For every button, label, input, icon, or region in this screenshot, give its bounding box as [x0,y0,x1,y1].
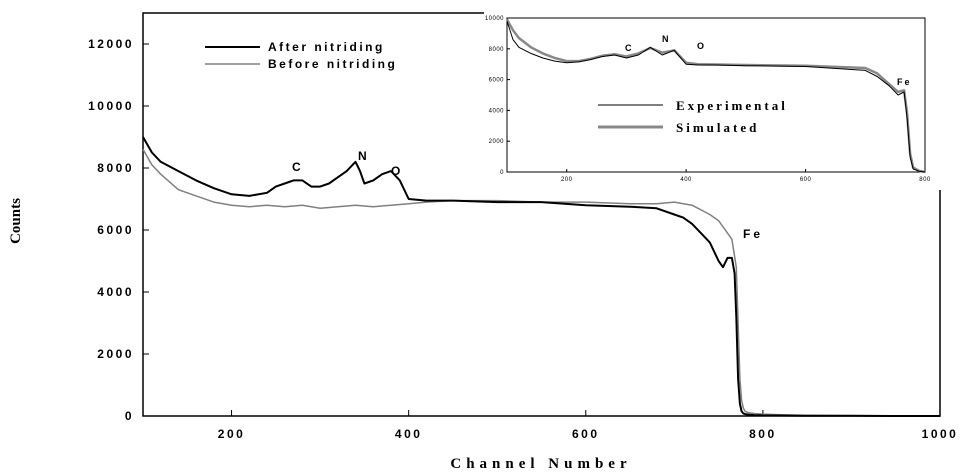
inset-x-tick-label: 200 [561,177,573,183]
inset-peak-label-o: O [697,41,704,51]
main-y-tick-label: 0 [125,409,134,423]
main-series-group [142,136,941,417]
peak-label-fe: Fe [743,227,763,241]
inset-series-line-experimental [506,20,926,173]
inset-x-tick-label: 400 [680,177,692,183]
inset-x-tick-label: 600 [800,177,812,183]
inset-series-group [505,18,926,174]
main-x-tick-label: 1000 [922,427,959,441]
inset-background [484,4,954,190]
main-y-tick-label: 6000 [97,223,134,237]
inset-peak-label-fe: Fe [897,77,912,87]
main-y-tick-label: 2000 [97,347,134,361]
peak-label-c: C [292,160,301,174]
main-x-tick-label: 200 [218,427,246,441]
inset-y-tick-label: 2000 [489,139,505,145]
peak-label-o: O [391,164,400,178]
main-x-tick-label: 800 [749,427,777,441]
legend-label-before: Before nitriding [268,57,397,71]
legend-label-after: After nitriding [268,40,385,54]
inset-plot-frame [506,17,926,173]
inset-y-tick-label: 10000 [485,16,504,22]
inset-y-tick-label: 8000 [489,47,505,53]
main-series-line-before-nitriding [142,149,941,417]
inset-y-axis: 0 2000 4000 6000 8000 10000 [485,16,510,176]
y-axis-title: Counts [8,198,24,244]
inset-x-tick-label: 800 [919,177,931,183]
main-y-axis: 0 2000 4000 6000 8000 10000 12000 [88,37,149,423]
main-legend: After nitriding Before nitriding [205,40,397,71]
main-x-tick-label: 600 [572,427,600,441]
inset-legend-label-experimental: Experimental [676,98,788,113]
main-x-axis: 200 400 600 800 1000 [218,410,959,441]
inset-y-tick-label: 6000 [489,78,505,84]
inset-legend-label-simulated: Simulated [676,120,759,135]
main-series-line-after-nitriding [142,136,940,417]
main-y-tick-label: 12000 [88,37,134,51]
main-y-tick-label: 10000 [88,99,134,113]
main-y-tick-label: 8000 [97,161,134,175]
inset-peak-label-n: N [662,34,669,44]
inset-y-tick-label: 0 [500,170,504,176]
inset-legend: Experimental Simulated [598,98,788,135]
peak-label-n: N [358,149,367,163]
x-axis-title: Channel Number [450,456,631,472]
main-y-tick-label: 4000 [97,285,134,299]
main-x-tick-label: 400 [395,427,423,441]
inset-peak-label-c: C [625,43,632,53]
inset-x-axis: 200 400 600 800 [561,169,931,183]
inset-y-tick-label: 4000 [489,108,505,114]
